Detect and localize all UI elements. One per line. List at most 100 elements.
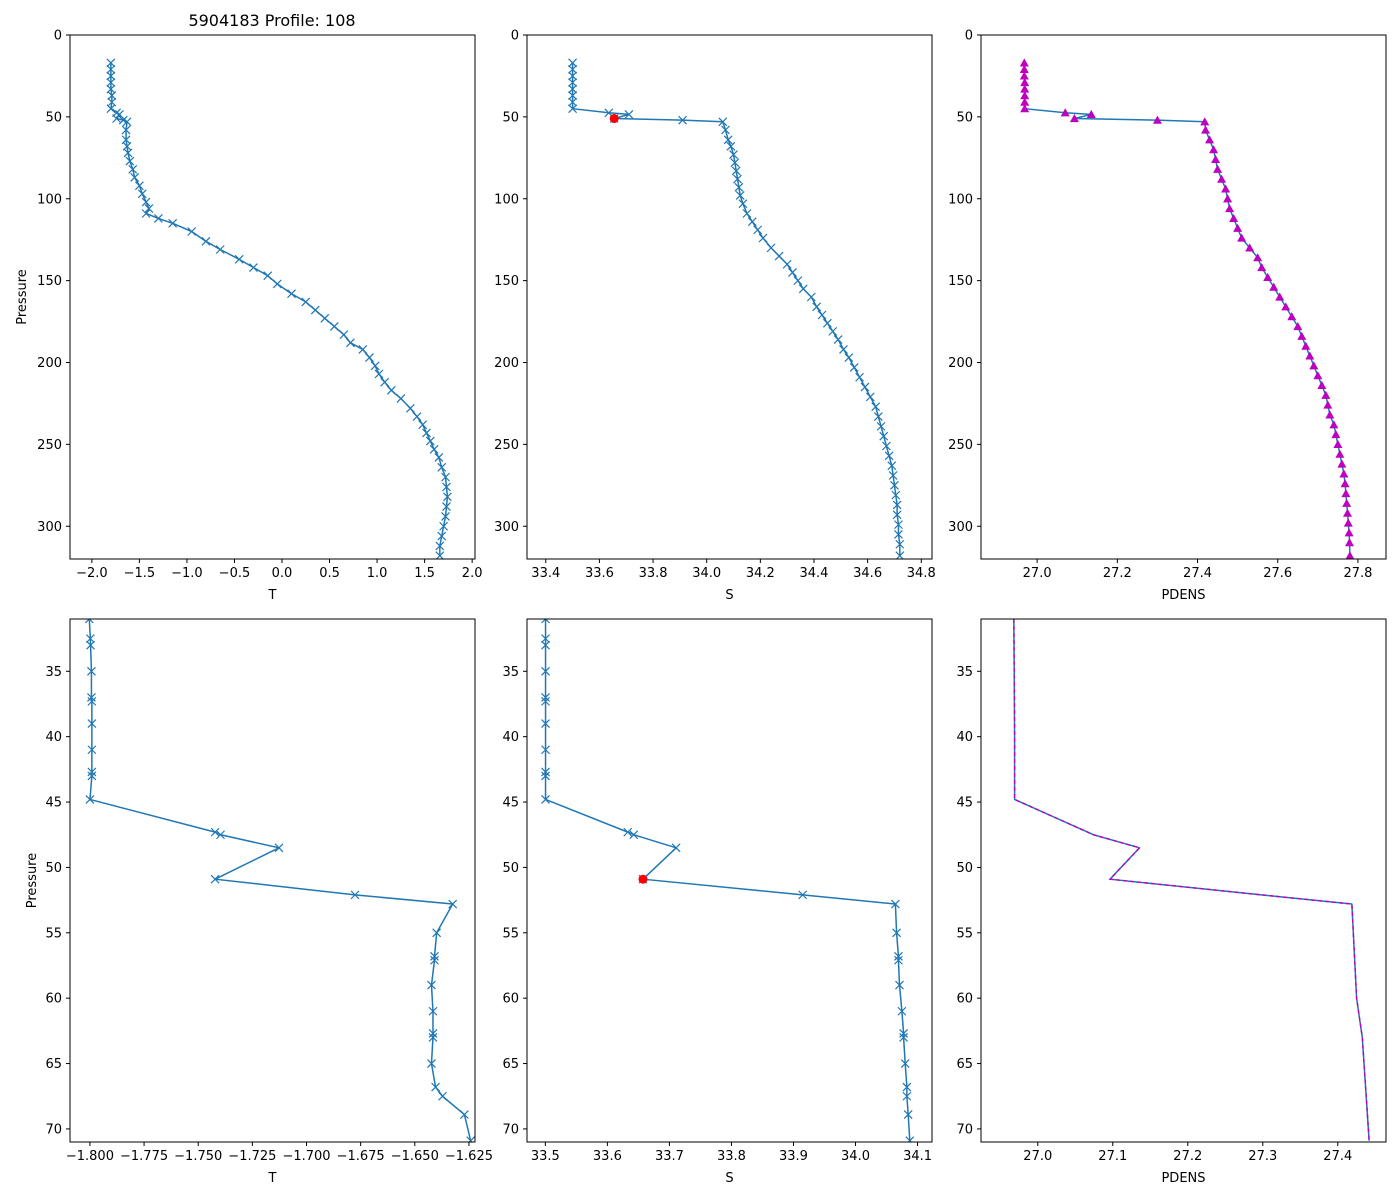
data-point-43 (860, 382, 870, 392)
data-point-46 (873, 412, 883, 421)
data-point-1 (106, 64, 116, 74)
x-tick-label: 0.0 (272, 566, 293, 581)
data-point-34 (287, 289, 296, 299)
data-point-47 (1337, 459, 1347, 468)
data-point-44 (1331, 430, 1341, 439)
y-tick-label: 60 (45, 992, 62, 1007)
data-point-33 (806, 292, 816, 302)
data-layer (541, 619, 915, 1142)
data-point-57 (442, 482, 451, 492)
data-point-50 (1341, 489, 1351, 498)
data-point-21 (897, 1006, 907, 1016)
data-point-51 (887, 461, 897, 471)
data-point-24 (747, 217, 757, 227)
data-point-1 (1019, 64, 1029, 73)
data-point-22 (738, 199, 748, 209)
x-tick-label: 1.5 (414, 566, 435, 581)
data-point-2 (106, 71, 116, 81)
data-point-19 (894, 955, 903, 965)
data-layer (568, 58, 905, 559)
data-point-44 (374, 369, 384, 379)
x-tick-label: 33.8 (639, 566, 668, 581)
data-point-32 (798, 284, 808, 294)
data-point-17 (892, 928, 902, 938)
y-tick-label: 150 (948, 274, 973, 289)
plot-panel-temp-full: −2.0 −1.5 −1.0 −0.5 0.0 0.5 1.0 1.5 2.0 0 50 100 150… (15, 29, 482, 604)
data-point-15 (1209, 145, 1219, 154)
data-point-52 (888, 471, 898, 480)
x-tick-label: −1.0 (171, 566, 203, 581)
data-point-5 (568, 91, 578, 101)
data-point-9 (115, 109, 124, 119)
data-point-0 (84, 619, 94, 624)
data-point-20 (895, 980, 904, 990)
data-point-10 (85, 795, 95, 804)
axes-frame (526, 34, 933, 560)
data-point-53 (1343, 518, 1353, 527)
data-point-38 (833, 335, 843, 344)
x-tick-label: 33.9 (779, 1149, 808, 1164)
y-tick-label: 150 (494, 274, 519, 289)
x-tick-label: 33.4 (531, 566, 560, 581)
data-point-36 (1305, 351, 1315, 360)
x-tick-label: 2.0 (462, 566, 483, 581)
data-point-26 (168, 218, 178, 228)
data-point-17 (1213, 164, 1223, 173)
x-tick-label: 34.0 (692, 566, 721, 581)
data-point-15 (350, 890, 360, 900)
data-point-54 (434, 453, 444, 462)
data-point-8 (541, 767, 550, 777)
data-point-45 (1333, 439, 1343, 448)
x-tick-label: 27.0 (1023, 1149, 1052, 1164)
data-point-28 (466, 1136, 475, 1142)
data-point-9 (87, 771, 97, 781)
x-tick-label: −2.0 (76, 566, 108, 581)
data-point-11 (678, 115, 687, 125)
axes-frame (526, 618, 933, 1143)
data-point-7 (87, 745, 97, 755)
y-tick-label: 0 (511, 29, 519, 44)
x-tick-label: 0.5 (319, 566, 340, 581)
y-tick-label: 40 (45, 730, 62, 745)
data-point-18 (1217, 174, 1227, 183)
data-point-48 (405, 403, 415, 413)
y-tick-label: 50 (502, 110, 519, 125)
data-point-22 (1229, 213, 1239, 222)
data-point-25 (1245, 243, 1255, 252)
data-point-15 (798, 890, 808, 900)
data-point-8 (87, 767, 97, 777)
data-point-13 (721, 125, 730, 135)
data-point-15 (726, 141, 736, 151)
data-point-20 (134, 181, 144, 191)
y-tick-label: 200 (37, 356, 62, 371)
data-point-0 (541, 619, 550, 624)
y-tick-label: 65 (45, 1057, 62, 1072)
x-tick-label: −1.800 (66, 1149, 114, 1164)
plot-panel-pdens-zoom: 27.0 27.1 27.2 27.3 27.4 35 40 45 50 55 60 65 70 PDEN… (956, 618, 1387, 1186)
data-point-12 (1200, 117, 1210, 126)
data-point-58 (443, 492, 452, 502)
data-point-39 (839, 344, 848, 354)
data-point-23 (742, 209, 752, 218)
data-point-49 (881, 441, 891, 451)
x-tick-label: 27.1 (1098, 1149, 1127, 1164)
data-point-13 (121, 125, 131, 135)
data-point-21 (1225, 204, 1235, 213)
x-tick-label: 34.2 (746, 566, 775, 581)
x-tick-label: −1.750 (174, 1149, 222, 1164)
data-point-17 (125, 156, 135, 166)
flagged-point (609, 114, 619, 124)
data-point-20 (1223, 194, 1233, 203)
x-axis-label: S (725, 1171, 733, 1186)
data-point-17 (730, 158, 740, 168)
data-point-2 (541, 640, 550, 650)
x-tick-label: −0.5 (219, 566, 251, 581)
y-tick-label: 40 (502, 730, 519, 745)
data-point-18 (731, 166, 741, 176)
data-point-41 (849, 362, 859, 372)
data-point-30 (788, 268, 797, 277)
data-point-42 (1325, 410, 1335, 419)
data-point-4 (1020, 84, 1030, 93)
data-point-17 (432, 928, 442, 938)
data-point-26 (1253, 253, 1263, 262)
